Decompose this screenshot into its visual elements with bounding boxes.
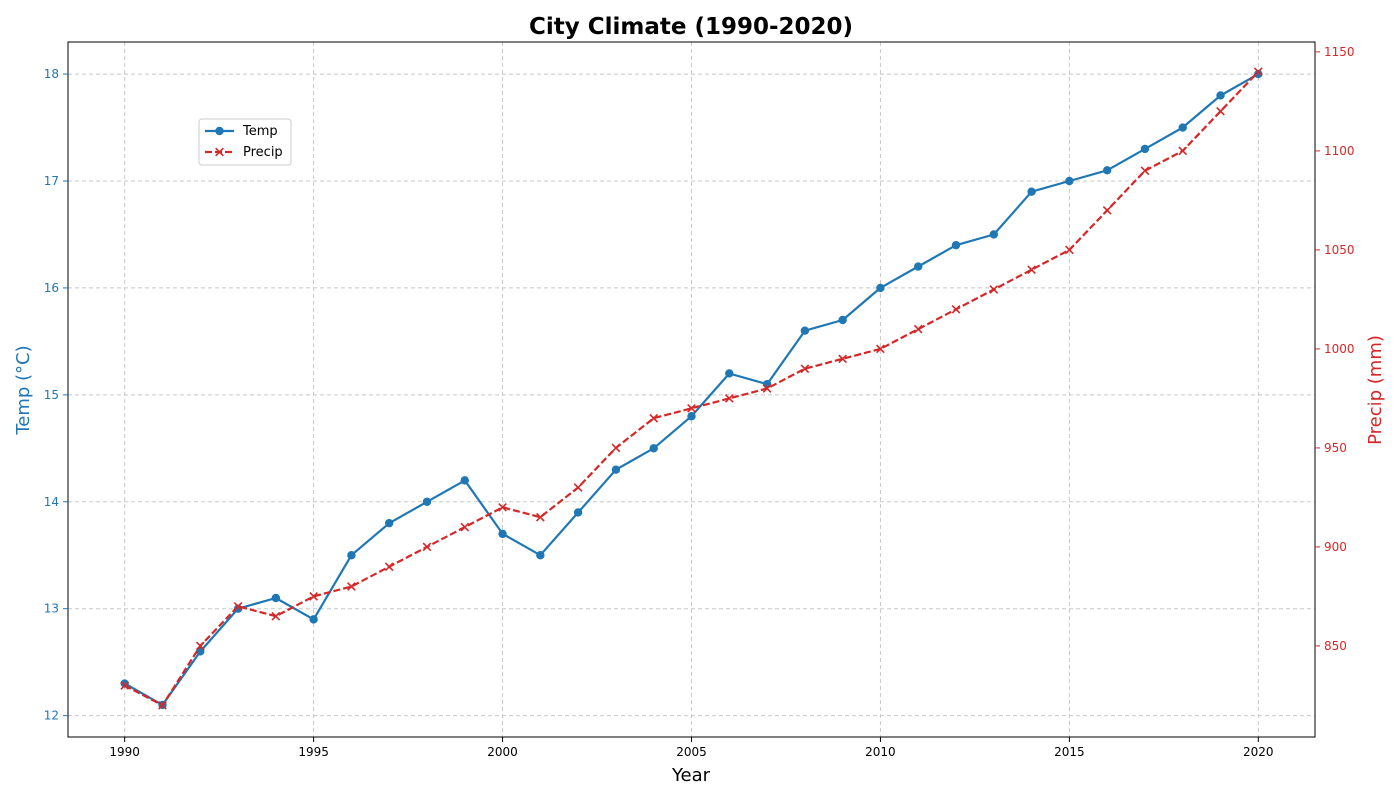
- y-right-tick-label: 850: [1324, 639, 1347, 653]
- temp-point: [611, 465, 621, 474]
- temp-point: [1178, 123, 1187, 132]
- grid-lines: [68, 42, 1315, 737]
- precip-point: [951, 304, 961, 314]
- temp-point: [384, 518, 394, 528]
- legend: Temp Precip: [198, 118, 292, 166]
- temp-point: [196, 647, 205, 656]
- precip-point: [347, 582, 356, 591]
- temp-point: [1140, 144, 1150, 154]
- precip-point: [422, 542, 432, 552]
- temp-point: [1027, 187, 1036, 196]
- precip-point: [876, 344, 885, 354]
- y-left-tick-label: 15: [44, 388, 59, 402]
- y-right-tick-label: 950: [1324, 441, 1347, 455]
- y-right-tick-label: 1150: [1324, 45, 1355, 59]
- temp-point: [800, 326, 810, 335]
- temp-point: [460, 476, 469, 485]
- y-left-tick-label: 16: [44, 281, 59, 295]
- precip-point: [762, 384, 772, 393]
- precip-point: [309, 592, 318, 601]
- precip-point: [1140, 166, 1150, 176]
- x-tick-label: 2005: [676, 745, 707, 759]
- temp-point: [989, 230, 999, 239]
- precip-point: [195, 641, 205, 651]
- temp-point: [1254, 69, 1263, 79]
- x-tick-label: 2010: [865, 745, 896, 759]
- x-tick-label: 1990: [109, 745, 140, 759]
- precip-point: [384, 562, 394, 572]
- temp-point: [536, 551, 545, 560]
- temp-point: [687, 412, 696, 421]
- precip-point: [535, 512, 545, 522]
- series-layer: [120, 67, 1263, 710]
- legend-label-precip: Precip: [243, 145, 283, 160]
- precip-point: [649, 413, 659, 423]
- temp-point: [725, 369, 734, 378]
- precip-point: [838, 354, 848, 364]
- y-axis-left-title: Temp (°C): [13, 345, 34, 435]
- precip-point: [1216, 106, 1225, 116]
- temp-point: [1065, 176, 1074, 186]
- precip-point: [1253, 67, 1263, 77]
- precip-point: [1065, 245, 1074, 255]
- x-tick-label: 2020: [1243, 745, 1274, 759]
- precip-point: [1178, 146, 1188, 156]
- precip-point: [158, 700, 167, 710]
- x-axis-title: Year: [671, 765, 711, 786]
- y-right-tick-label: 900: [1324, 540, 1347, 554]
- y-left-tick-label: 17: [44, 174, 59, 188]
- precip-point: [573, 483, 583, 492]
- y-axis-right-title: Precip (mm): [1365, 335, 1386, 445]
- y-left-tick-label: 14: [44, 495, 59, 509]
- temp-point: [233, 604, 243, 613]
- temp-point: [422, 497, 432, 506]
- temp-point: [573, 508, 583, 517]
- precip-point: [611, 443, 621, 453]
- precip-point: [800, 364, 810, 374]
- x-tick-label: 1995: [298, 745, 329, 759]
- temp-point: [347, 551, 356, 560]
- temp-point: [309, 615, 318, 624]
- precip-point: [1027, 265, 1036, 275]
- temp-point: [498, 529, 507, 539]
- precip-point: [498, 502, 507, 512]
- precip-point: [233, 601, 243, 611]
- precip-point: [120, 681, 130, 690]
- chart-title: City Climate (1990-2020): [529, 14, 853, 40]
- legend-marker-temp: [215, 126, 224, 136]
- temp-point: [951, 240, 961, 250]
- temp-point: [762, 379, 772, 389]
- temp-point: [1102, 166, 1112, 175]
- axes: 1990 1995 2000 2005 2010 2015 2020 12 13 14 15 16 17…: [44, 41, 1355, 759]
- temp-point: [649, 444, 658, 453]
- precip-point: [687, 403, 696, 413]
- precip-point: [989, 285, 999, 294]
- y-right-tick-label: 1050: [1324, 243, 1355, 257]
- y-left-tick-label: 12: [44, 709, 59, 723]
- precip-point: [271, 611, 281, 621]
- temp-point: [1216, 91, 1225, 100]
- y-right-tick-label: 1100: [1324, 144, 1355, 158]
- legend-label-temp: Temp: [242, 124, 278, 139]
- precip-point: [460, 522, 470, 532]
- y-left-tick-label: 18: [44, 67, 59, 81]
- temp-point: [914, 262, 923, 271]
- temp-point: [271, 593, 281, 603]
- precip-point: [724, 394, 734, 403]
- x-tick-label: 2000: [487, 745, 518, 759]
- precip-point: [1102, 205, 1112, 215]
- legend-marker-precip: [215, 147, 224, 157]
- temp-point: [876, 283, 885, 293]
- y-right-tick-label: 1000: [1324, 342, 1355, 356]
- temp-point: [838, 315, 847, 325]
- x-tick-label: 2015: [1054, 745, 1085, 759]
- precip-point: [913, 324, 923, 334]
- y-left-tick-label: 13: [44, 602, 59, 616]
